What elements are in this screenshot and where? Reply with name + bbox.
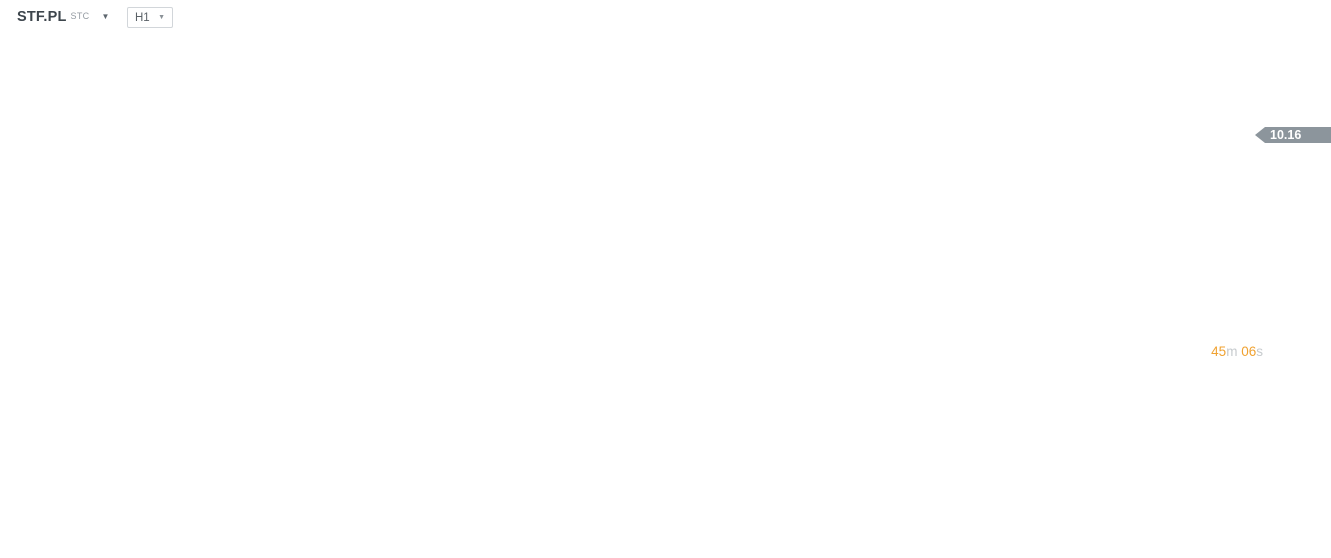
timeframe-value: H1 xyxy=(135,11,150,24)
current-price-value: 10.16 xyxy=(1270,128,1302,142)
symbol-dropdown-caret-icon[interactable]: ▼ xyxy=(101,12,110,21)
timeframe-dropdown-caret-icon: ▼ xyxy=(158,14,165,21)
countdown-seconds: 06 xyxy=(1241,344,1257,359)
candle-countdown-timer: 45m 06s xyxy=(1150,344,1263,359)
symbol-exchange-suffix: STC xyxy=(70,11,90,21)
countdown-minutes: 45 xyxy=(1211,344,1227,359)
timeframe-dropdown[interactable]: H1 ▼ xyxy=(127,7,173,28)
symbol-selector[interactable]: STF.PL STC ▼ xyxy=(17,9,109,25)
countdown-seconds-unit: s xyxy=(1256,344,1263,359)
current-price-badge: 10.16 xyxy=(1255,127,1331,143)
symbol-label: STF.PL xyxy=(17,9,67,25)
countdown-minutes-unit: m xyxy=(1226,344,1238,359)
